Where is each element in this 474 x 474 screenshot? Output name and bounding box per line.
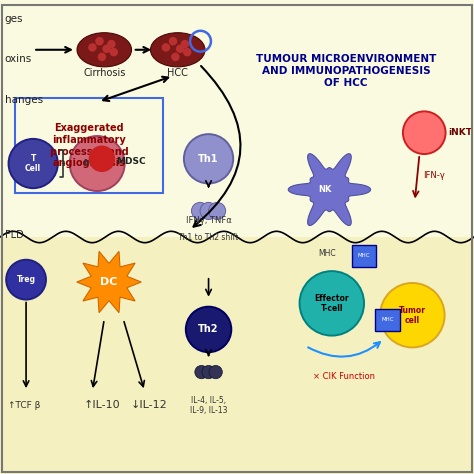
Text: Tumor
cell: Tumor cell <box>399 306 426 325</box>
Circle shape <box>95 37 104 46</box>
Circle shape <box>176 45 184 53</box>
Text: MHC: MHC <box>357 254 370 258</box>
Ellipse shape <box>77 33 131 67</box>
Circle shape <box>88 43 97 52</box>
Circle shape <box>169 37 177 46</box>
Text: TUMOUR MICROENVIRONMENT
AND IMMUNOPATHOGENESIS
OF HCC: TUMOUR MICROENVIRONMENT AND IMMUNOPATHOG… <box>256 55 436 88</box>
Circle shape <box>9 139 58 188</box>
Circle shape <box>200 202 217 219</box>
Text: Exaggerated
inflammatory
processes and
angiogenesis: Exaggerated inflammatory processes and a… <box>49 123 128 168</box>
Polygon shape <box>77 251 141 313</box>
Text: HCC: HCC <box>167 68 188 78</box>
Text: IFN-γ: IFN-γ <box>423 171 445 180</box>
FancyBboxPatch shape <box>15 98 163 193</box>
Text: MHC: MHC <box>381 318 394 322</box>
Circle shape <box>98 53 106 61</box>
Text: IFNγ, TNFα: IFNγ, TNFα <box>186 216 231 225</box>
FancyArrowPatch shape <box>193 66 240 227</box>
Circle shape <box>89 146 115 172</box>
Circle shape <box>6 260 46 300</box>
Circle shape <box>102 45 111 53</box>
Text: iNKT: iNKT <box>448 128 473 137</box>
Circle shape <box>191 202 209 219</box>
Circle shape <box>403 111 446 154</box>
Text: Th1 to Th2 shift: Th1 to Th2 shift <box>178 233 239 241</box>
Text: DC: DC <box>100 277 118 287</box>
Circle shape <box>162 43 170 52</box>
Circle shape <box>70 136 125 191</box>
Circle shape <box>209 202 226 219</box>
FancyArrowPatch shape <box>308 342 380 356</box>
Circle shape <box>184 134 233 183</box>
Text: Effector
T-cell: Effector T-cell <box>314 294 349 313</box>
Text: MDSC: MDSC <box>116 157 146 165</box>
Circle shape <box>109 48 118 56</box>
Text: IL-4, IL-5,
IL-9, IL-13: IL-4, IL-5, IL-9, IL-13 <box>190 396 228 415</box>
Text: MDSC: MDSC <box>83 159 111 168</box>
Circle shape <box>181 40 189 48</box>
Text: ↓IL-12: ↓IL-12 <box>131 400 168 410</box>
Text: Th1: Th1 <box>198 154 219 164</box>
Text: T
Cell: T Cell <box>25 154 41 173</box>
Text: × CIK Function: × CIK Function <box>313 373 374 381</box>
Circle shape <box>183 48 191 56</box>
Text: oxins: oxins <box>5 54 32 64</box>
Circle shape <box>107 40 116 48</box>
Text: Th2: Th2 <box>198 324 219 335</box>
Text: ges: ges <box>5 14 23 24</box>
Text: ↑TCF β: ↑TCF β <box>8 401 40 410</box>
Circle shape <box>300 271 364 336</box>
Polygon shape <box>288 154 371 226</box>
Text: MHC: MHC <box>318 249 336 258</box>
Text: hanges: hanges <box>5 94 43 105</box>
Text: ↑IL-10: ↑IL-10 <box>83 400 120 410</box>
Circle shape <box>195 365 208 379</box>
FancyBboxPatch shape <box>352 245 376 267</box>
Ellipse shape <box>151 33 205 67</box>
Text: Treg: Treg <box>17 275 36 284</box>
Circle shape <box>186 307 231 352</box>
Bar <box>0 237 474 474</box>
Circle shape <box>171 53 180 61</box>
Circle shape <box>209 365 222 379</box>
Text: FLD: FLD <box>5 229 24 240</box>
Circle shape <box>202 365 215 379</box>
FancyBboxPatch shape <box>375 309 400 331</box>
Text: NK: NK <box>318 185 331 194</box>
Text: Cirrhosis: Cirrhosis <box>83 68 126 78</box>
Circle shape <box>380 283 445 347</box>
